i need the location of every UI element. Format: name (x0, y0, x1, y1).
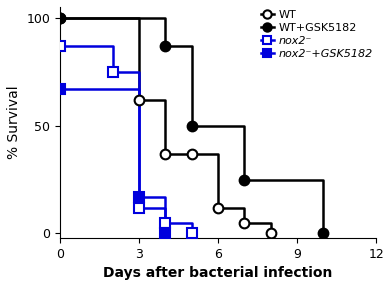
Legend: WT, WT+GSK5182, nox2⁻, nox2⁻+GSK5182: WT, WT+GSK5182, nox2⁻, nox2⁻+GSK5182 (261, 10, 373, 59)
X-axis label: Days after bacterial infection: Days after bacterial infection (104, 266, 333, 280)
Y-axis label: % Survival: % Survival (7, 86, 21, 159)
